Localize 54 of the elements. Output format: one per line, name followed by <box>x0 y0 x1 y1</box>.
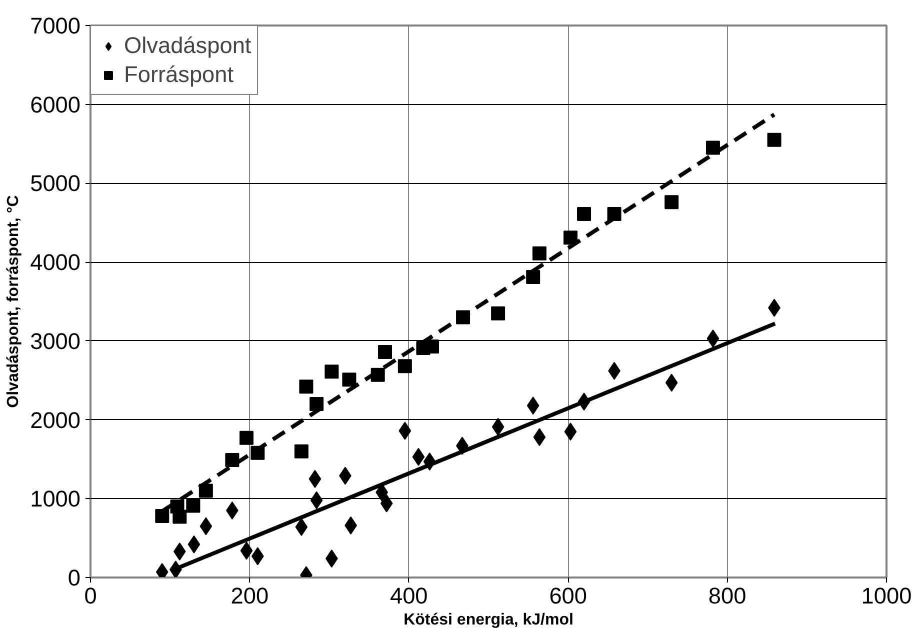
point <box>398 422 412 440</box>
y-tick-label: 5000 <box>30 170 81 196</box>
point <box>706 140 720 155</box>
x-tick-label: 0 <box>84 582 97 608</box>
x-tick-label: 200 <box>230 582 269 608</box>
point <box>533 428 546 446</box>
point <box>342 372 356 387</box>
legend-label: Olvadáspont <box>124 32 252 59</box>
legend-label: Forráspont <box>124 61 234 88</box>
point <box>380 494 393 512</box>
point <box>491 306 506 320</box>
point <box>526 396 540 415</box>
point <box>155 508 170 523</box>
point <box>398 359 412 374</box>
x-tick-label: 1000 <box>861 582 912 608</box>
point <box>526 270 540 284</box>
point <box>378 344 392 359</box>
point <box>577 206 592 221</box>
point <box>664 195 679 210</box>
point <box>186 498 200 513</box>
point <box>412 448 425 466</box>
point <box>310 491 323 510</box>
point <box>240 542 253 560</box>
y-tick-label: 4000 <box>30 249 81 276</box>
point <box>172 510 187 524</box>
point <box>240 430 254 445</box>
point <box>225 453 240 468</box>
y-tick-label: 7000 <box>30 12 81 38</box>
point <box>563 230 578 245</box>
y-tick-label: 1000 <box>30 486 81 512</box>
point <box>324 364 339 379</box>
y-tick-label: 0 <box>68 564 81 590</box>
point <box>200 517 212 536</box>
point <box>294 444 308 458</box>
x-tick-label: 400 <box>390 582 428 608</box>
y-tick-label: 3000 <box>30 328 81 354</box>
y-tick-label: 2000 <box>30 406 81 433</box>
point <box>295 518 308 536</box>
point <box>706 330 720 348</box>
x-tick-label: 800 <box>708 582 746 608</box>
point <box>251 547 264 566</box>
x-tick-label: 600 <box>549 582 588 608</box>
y-axis-title: Olvadáspont, forráspont, °C <box>5 194 22 408</box>
x-axis-title: Kötési energia, kJ/mol <box>404 612 574 628</box>
point <box>308 470 322 488</box>
point <box>299 380 314 394</box>
point <box>188 535 200 554</box>
point <box>564 422 577 441</box>
y-tick-label: 6000 <box>30 91 81 118</box>
point <box>173 542 186 560</box>
point <box>665 374 678 392</box>
point <box>492 418 504 436</box>
point <box>532 246 546 260</box>
point <box>767 132 782 147</box>
